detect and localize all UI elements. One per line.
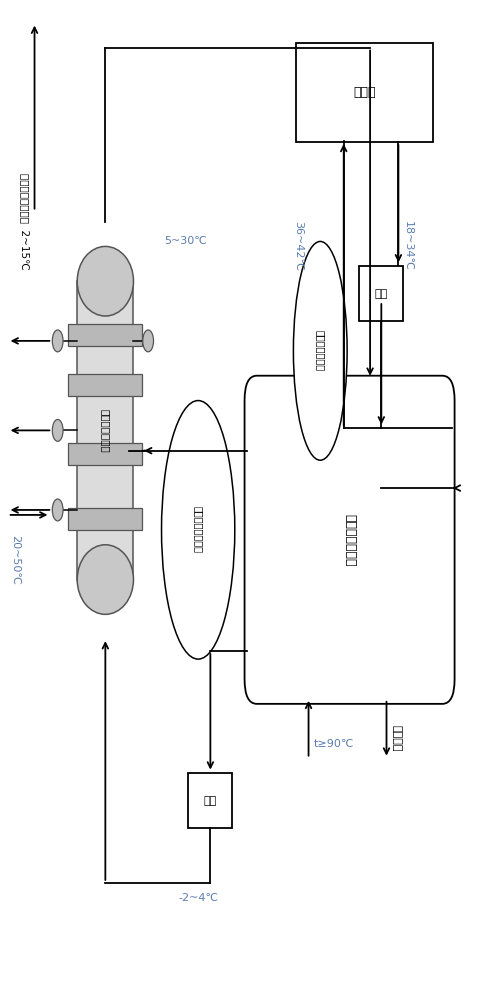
Bar [296, 43, 433, 142]
Ellipse shape [293, 241, 347, 460]
Text: 冷却塔循环回路: 冷却塔循环回路 [315, 330, 325, 371]
Text: 热源驱动: 热源驱动 [391, 725, 402, 752]
Text: 冷却塔: 冷却塔 [353, 86, 375, 99]
Bar [68, 324, 142, 346]
Text: 第一重整油气管路  2~15℃: 第一重整油气管路 2~15℃ [20, 173, 30, 270]
Text: 36~42℃: 36~42℃ [293, 221, 303, 271]
Circle shape [52, 499, 63, 521]
FancyBboxPatch shape [245, 376, 454, 704]
Text: t≥90℃: t≥90℃ [313, 739, 354, 749]
Text: 水泵: 水泵 [374, 289, 388, 299]
Bar [77, 281, 133, 580]
Text: 余热利用制冷机: 余热利用制冷机 [343, 514, 356, 566]
Bar [68, 508, 142, 530]
Ellipse shape [77, 246, 133, 316]
Bar [188, 773, 232, 828]
Circle shape [143, 330, 154, 352]
Text: -2~4℃: -2~4℃ [178, 893, 218, 903]
Text: 第一冷却循环回路: 第一冷却循环回路 [193, 506, 203, 553]
Bar [68, 374, 142, 396]
Circle shape [52, 419, 63, 441]
Circle shape [52, 330, 63, 352]
Ellipse shape [77, 545, 133, 614]
Text: 水泵: 水泵 [204, 796, 217, 806]
Text: 5~30℃: 5~30℃ [164, 236, 206, 246]
Bar [68, 443, 142, 465]
Bar [359, 266, 403, 321]
Text: 20~50℃: 20~50℃ [10, 535, 20, 585]
Text: 18~34℃: 18~34℃ [403, 221, 413, 271]
Ellipse shape [162, 401, 235, 659]
Text: 重整油气换热器: 重整油气换热器 [100, 409, 110, 452]
